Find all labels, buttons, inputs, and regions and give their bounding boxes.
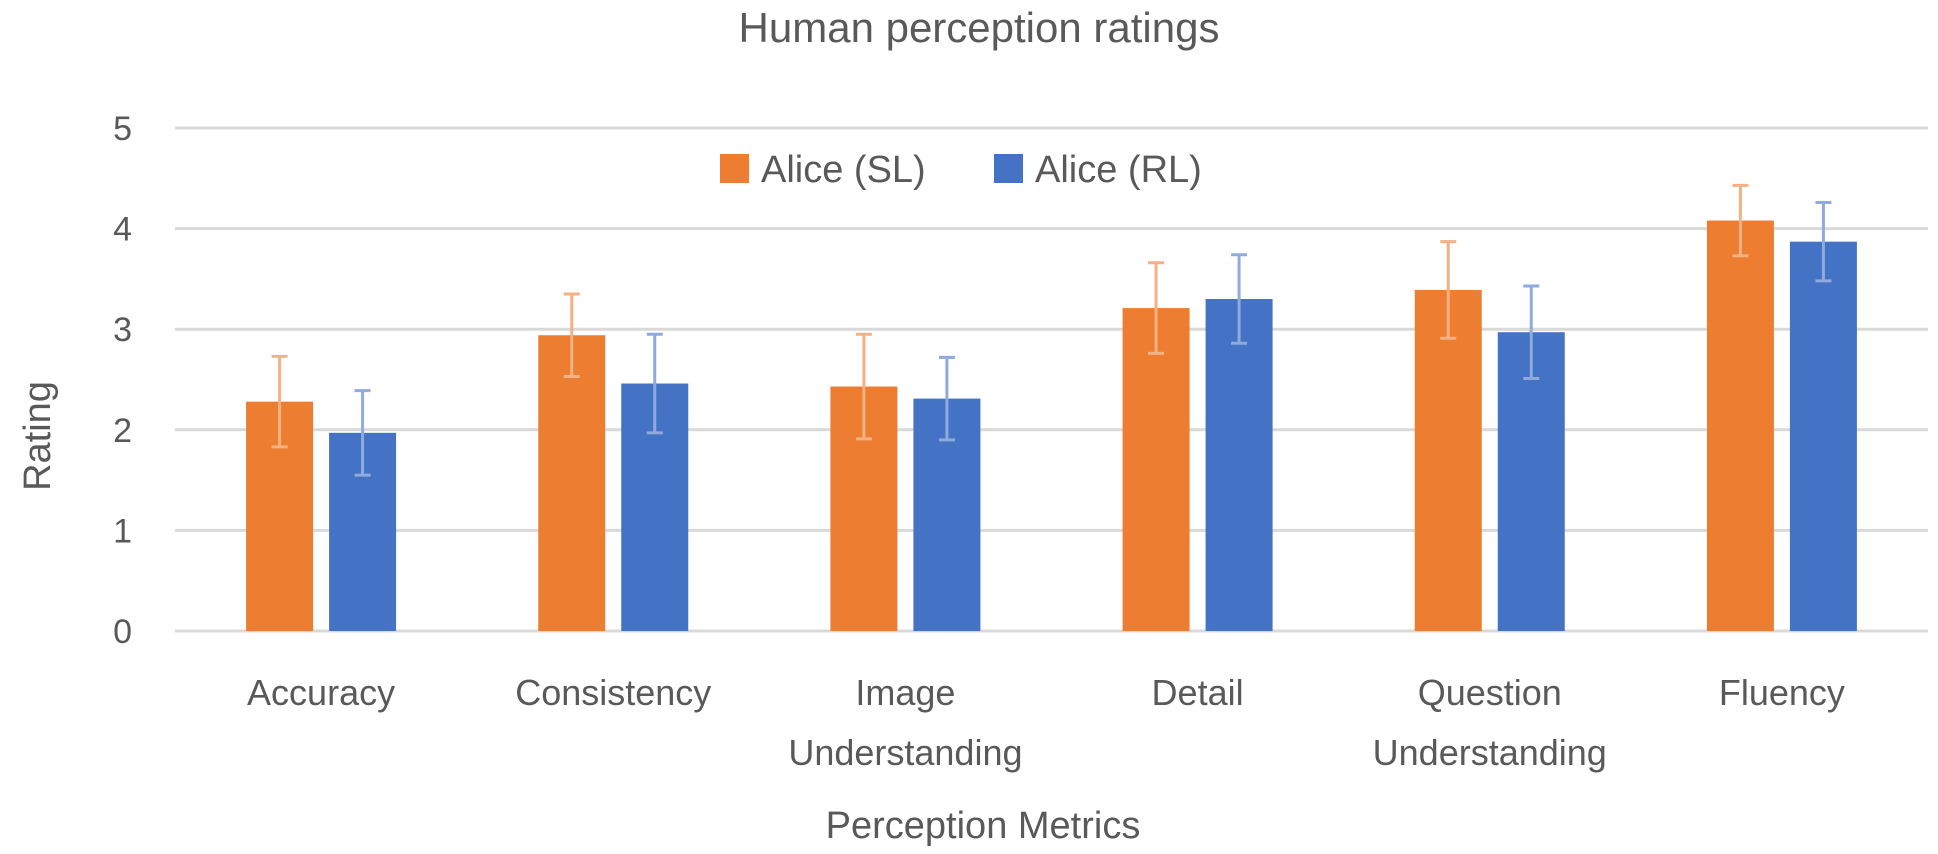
legend-label: Alice (RL) [1035,149,1202,191]
y-tick-label: 0 [113,613,132,651]
legend-swatch [720,154,749,183]
x-category-label: Fluency [1719,672,1845,713]
x-category-label: Consistency [515,672,711,713]
x-category-label: Image [855,672,955,713]
legend: Alice (SL) Alice (RL) [720,149,1202,191]
y-tick-label: 2 [113,412,132,450]
y-tick-label: 1 [113,512,132,550]
y-tick-label: 3 [113,311,132,349]
legend-swatch [994,154,1023,183]
legend-label: Alice (SL) [761,149,926,191]
x-category-label: Question [1418,672,1562,713]
x-category-label: Understanding [788,732,1022,773]
y-tick-label: 4 [113,211,132,249]
bar [1205,299,1273,631]
x-category-label: Detail [1152,672,1244,713]
y-axis-title: Rating [17,381,59,491]
x-category-label: Accuracy [247,672,395,713]
gridlines [175,126,1928,633]
x-category-label: Understanding [1373,732,1607,773]
error-bars [271,183,1832,477]
y-axis-ticks: 0 1 2 3 4 5 [113,110,132,651]
x-axis-categories: Accuracy Consistency Image Understanding Det… [247,672,1845,773]
bar [1414,289,1482,631]
bar [1706,220,1774,631]
chart-title: Human perception ratings [739,4,1220,51]
bar [1497,332,1565,631]
y-tick-label: 5 [113,110,132,148]
bar [1122,308,1190,631]
bar [1789,241,1857,632]
bar [538,335,606,631]
bars [246,220,1857,632]
x-axis-title: Perception Metrics [826,805,1141,847]
